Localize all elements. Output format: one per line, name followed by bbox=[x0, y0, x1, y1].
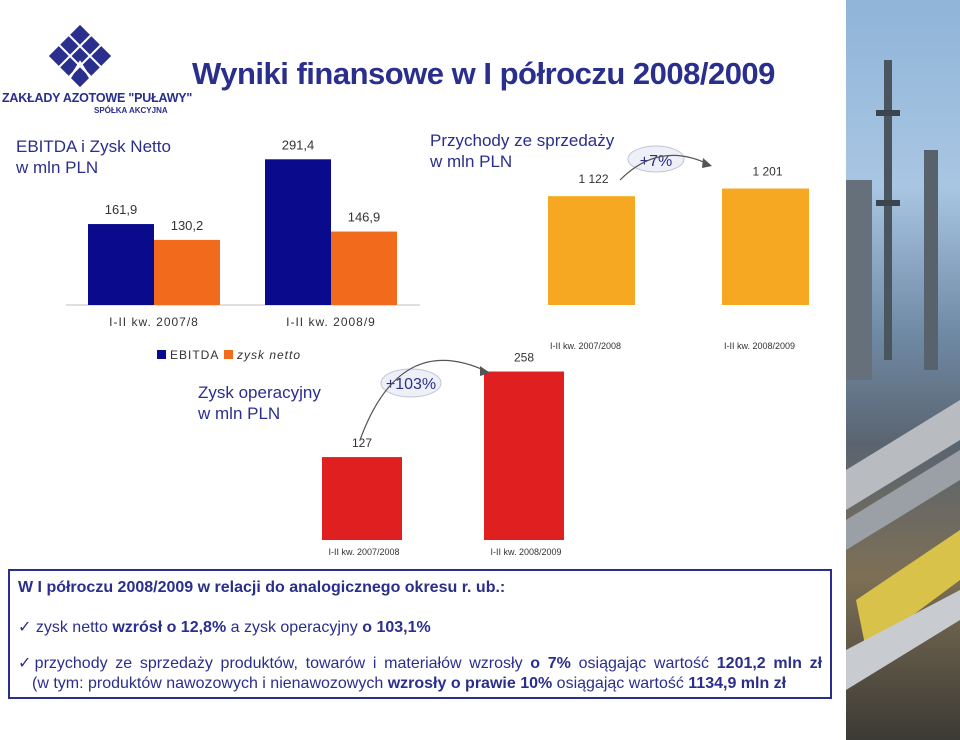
operating-bar-1 bbox=[484, 371, 564, 540]
legend-swatch-ebitda bbox=[157, 350, 166, 359]
revenue-bar-0 bbox=[548, 196, 635, 305]
revenue-title-line2: w mln PLN bbox=[430, 152, 513, 171]
company-subtitle: SPÓŁKA AKCYJNA bbox=[94, 106, 168, 115]
revenue-bar-1 bbox=[722, 188, 809, 305]
revenue-title-line1: Przychody ze sprzedaży bbox=[430, 131, 615, 150]
ebitda-bar-EBITDA-0 bbox=[88, 224, 154, 305]
slide-title: Wyniki finansowe w I półroczu 2008/2009 bbox=[192, 56, 775, 91]
ebitda-bar-zysk-netto-0 bbox=[154, 239, 220, 305]
operating-bar-0 bbox=[322, 457, 402, 540]
bullet2-text-c: osiągając wartość bbox=[570, 655, 717, 672]
check-icon: ✓ bbox=[18, 655, 35, 672]
ebitda-data-label: 291,4 bbox=[282, 137, 315, 152]
revenue-data-label: 1 122 bbox=[578, 172, 608, 186]
charts-canvas: 161,9 130,2 I-II kw. 2007/8 291,4 146,9 I-II … bbox=[66, 137, 809, 557]
operating-growth-arrow bbox=[359, 359, 489, 441]
ebitda-chart-title: EBITDA i Zysk Netto w mln PLN bbox=[16, 136, 171, 178]
operating-x-tick: I-II kw. 2007/2008 bbox=[328, 547, 399, 557]
company-logo bbox=[0, 18, 170, 118]
revenue-x-tick: I-II kw. 2007/2008 bbox=[550, 341, 621, 351]
legend-label-ebitda: EBITDA bbox=[170, 348, 219, 362]
bullet2-text-a: przychody ze sprzedaży produktów, towaró… bbox=[34, 655, 531, 672]
legend-label-net: zysk netto bbox=[236, 348, 301, 362]
check-icon: ✓ bbox=[18, 619, 32, 636]
ebitda-data-label: 161,9 bbox=[105, 202, 138, 217]
operating-data-label: 258 bbox=[514, 351, 534, 365]
revenue-arrow-head bbox=[702, 158, 712, 168]
bullet3-text-d: 1134,9 mln zł bbox=[688, 675, 787, 692]
bullet3-text-c: osiągając wartość bbox=[552, 675, 689, 692]
bullet1-text-d: o 103,1% bbox=[362, 619, 431, 636]
bullet3-text-b: wzrosły o prawie 10% bbox=[387, 675, 553, 692]
ebitda-bar-EBITDA-1 bbox=[265, 159, 331, 305]
bullet1-text-b: wzrósł o 12,8% bbox=[112, 619, 227, 636]
revenue-x-tick: I-II kw. 2008/2009 bbox=[724, 341, 795, 351]
ebitda-title-line1: EBITDA i Zysk Netto bbox=[16, 137, 171, 156]
revenue-chart-title: Przychody ze sprzedaży w mln PLN bbox=[430, 130, 614, 172]
revenue-growth-label: +7% bbox=[640, 153, 672, 170]
revenue-growth-bubble bbox=[627, 145, 685, 173]
summary-bullet-profit: ✓ zysk netto wzrósł o 12,8% a zysk opera… bbox=[18, 617, 431, 637]
ebitda-data-label: 146,9 bbox=[348, 210, 381, 225]
summary-title: W I półroczu 2008/2009 w relacji do anal… bbox=[18, 579, 506, 596]
company-name: ZAKŁADY AZOTOWE "PUŁAWY" bbox=[2, 91, 193, 105]
summary-bullet-revenue: ✓przychody ze sprzedaży produktów, towar… bbox=[18, 653, 822, 673]
operating-title-line1: Zysk operacyjny bbox=[198, 383, 321, 402]
operating-arrow-head bbox=[480, 366, 490, 376]
summary-box: W I półroczu 2008/2009 w relacji do anal… bbox=[8, 569, 832, 699]
bullet3-text-a: (w tym: produktów nawozowych i nienawozo… bbox=[32, 675, 388, 692]
operating-chart-title: Zysk operacyjny w mln PLN bbox=[198, 382, 321, 424]
operating-data-label: 127 bbox=[352, 436, 372, 450]
ebitda-title-line2: w mln PLN bbox=[16, 158, 99, 177]
bullet2-text-d: 1201,2 mln zł bbox=[716, 655, 823, 672]
operating-x-tick: I-II kw. 2008/2009 bbox=[490, 547, 561, 557]
revenue-growth-arrow bbox=[619, 154, 711, 181]
bullet1-text-a: zysk netto bbox=[35, 619, 113, 636]
revenue-data-label: 1 201 bbox=[752, 165, 782, 179]
ebitda-x-tick: I-II kw. 2008/9 bbox=[286, 315, 376, 329]
legend-swatch-net bbox=[224, 350, 233, 359]
ebitda-x-tick: I-II kw. 2007/8 bbox=[109, 315, 199, 329]
industrial-photo bbox=[846, 0, 960, 740]
ebitda-data-label: 130,2 bbox=[171, 218, 204, 233]
ebitda-bar-zysk-netto-1 bbox=[331, 231, 397, 305]
summary-bullet-detail: (w tym: produktów nawozowych i nienawozo… bbox=[32, 675, 786, 693]
operating-growth-label: +103% bbox=[386, 376, 436, 393]
operating-title-line2: w mln PLN bbox=[198, 404, 281, 423]
bullet2-text-b: o 7% bbox=[530, 655, 571, 672]
bullet1-text-c: a zysk operacyjny bbox=[226, 619, 363, 636]
